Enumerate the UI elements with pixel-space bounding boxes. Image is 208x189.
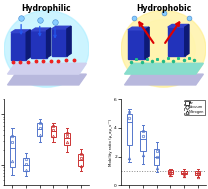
Bar: [168, 27, 185, 56]
Bar: [10, 136, 15, 167]
Ellipse shape: [15, 19, 78, 78]
Bar: [31, 31, 47, 58]
Bar: [52, 29, 67, 56]
Polygon shape: [11, 30, 30, 33]
Polygon shape: [47, 28, 51, 58]
Polygon shape: [168, 24, 189, 27]
Polygon shape: [128, 27, 149, 30]
Polygon shape: [31, 28, 51, 31]
Bar: [127, 114, 132, 145]
Polygon shape: [125, 63, 203, 74]
Polygon shape: [7, 63, 86, 74]
Text: Hydrophilic: Hydrophilic: [22, 4, 71, 13]
Ellipse shape: [4, 10, 89, 87]
Polygon shape: [185, 24, 189, 56]
Polygon shape: [52, 26, 71, 29]
Ellipse shape: [121, 10, 206, 87]
Polygon shape: [26, 30, 30, 60]
Polygon shape: [7, 74, 86, 85]
Ellipse shape: [132, 19, 195, 78]
Bar: [168, 170, 173, 174]
Bar: [24, 159, 29, 171]
Bar: [51, 126, 56, 137]
Bar: [181, 171, 187, 174]
Legend: Air, Vacuum, Nitrogen: Air, Vacuum, Nitrogen: [184, 100, 205, 115]
Bar: [154, 149, 159, 165]
Text: Hydrophobic: Hydrophobic: [136, 4, 191, 13]
Bar: [128, 30, 145, 59]
Polygon shape: [145, 27, 149, 59]
Bar: [195, 171, 200, 175]
Bar: [11, 33, 26, 60]
Polygon shape: [67, 26, 71, 56]
Bar: [140, 131, 146, 151]
Polygon shape: [125, 74, 203, 85]
Y-axis label: Mobility ratio (μ_aμ_v⁻¹): Mobility ratio (μ_aμ_v⁻¹): [109, 119, 113, 166]
Bar: [78, 154, 83, 166]
Bar: [37, 123, 42, 136]
Bar: [64, 132, 70, 145]
